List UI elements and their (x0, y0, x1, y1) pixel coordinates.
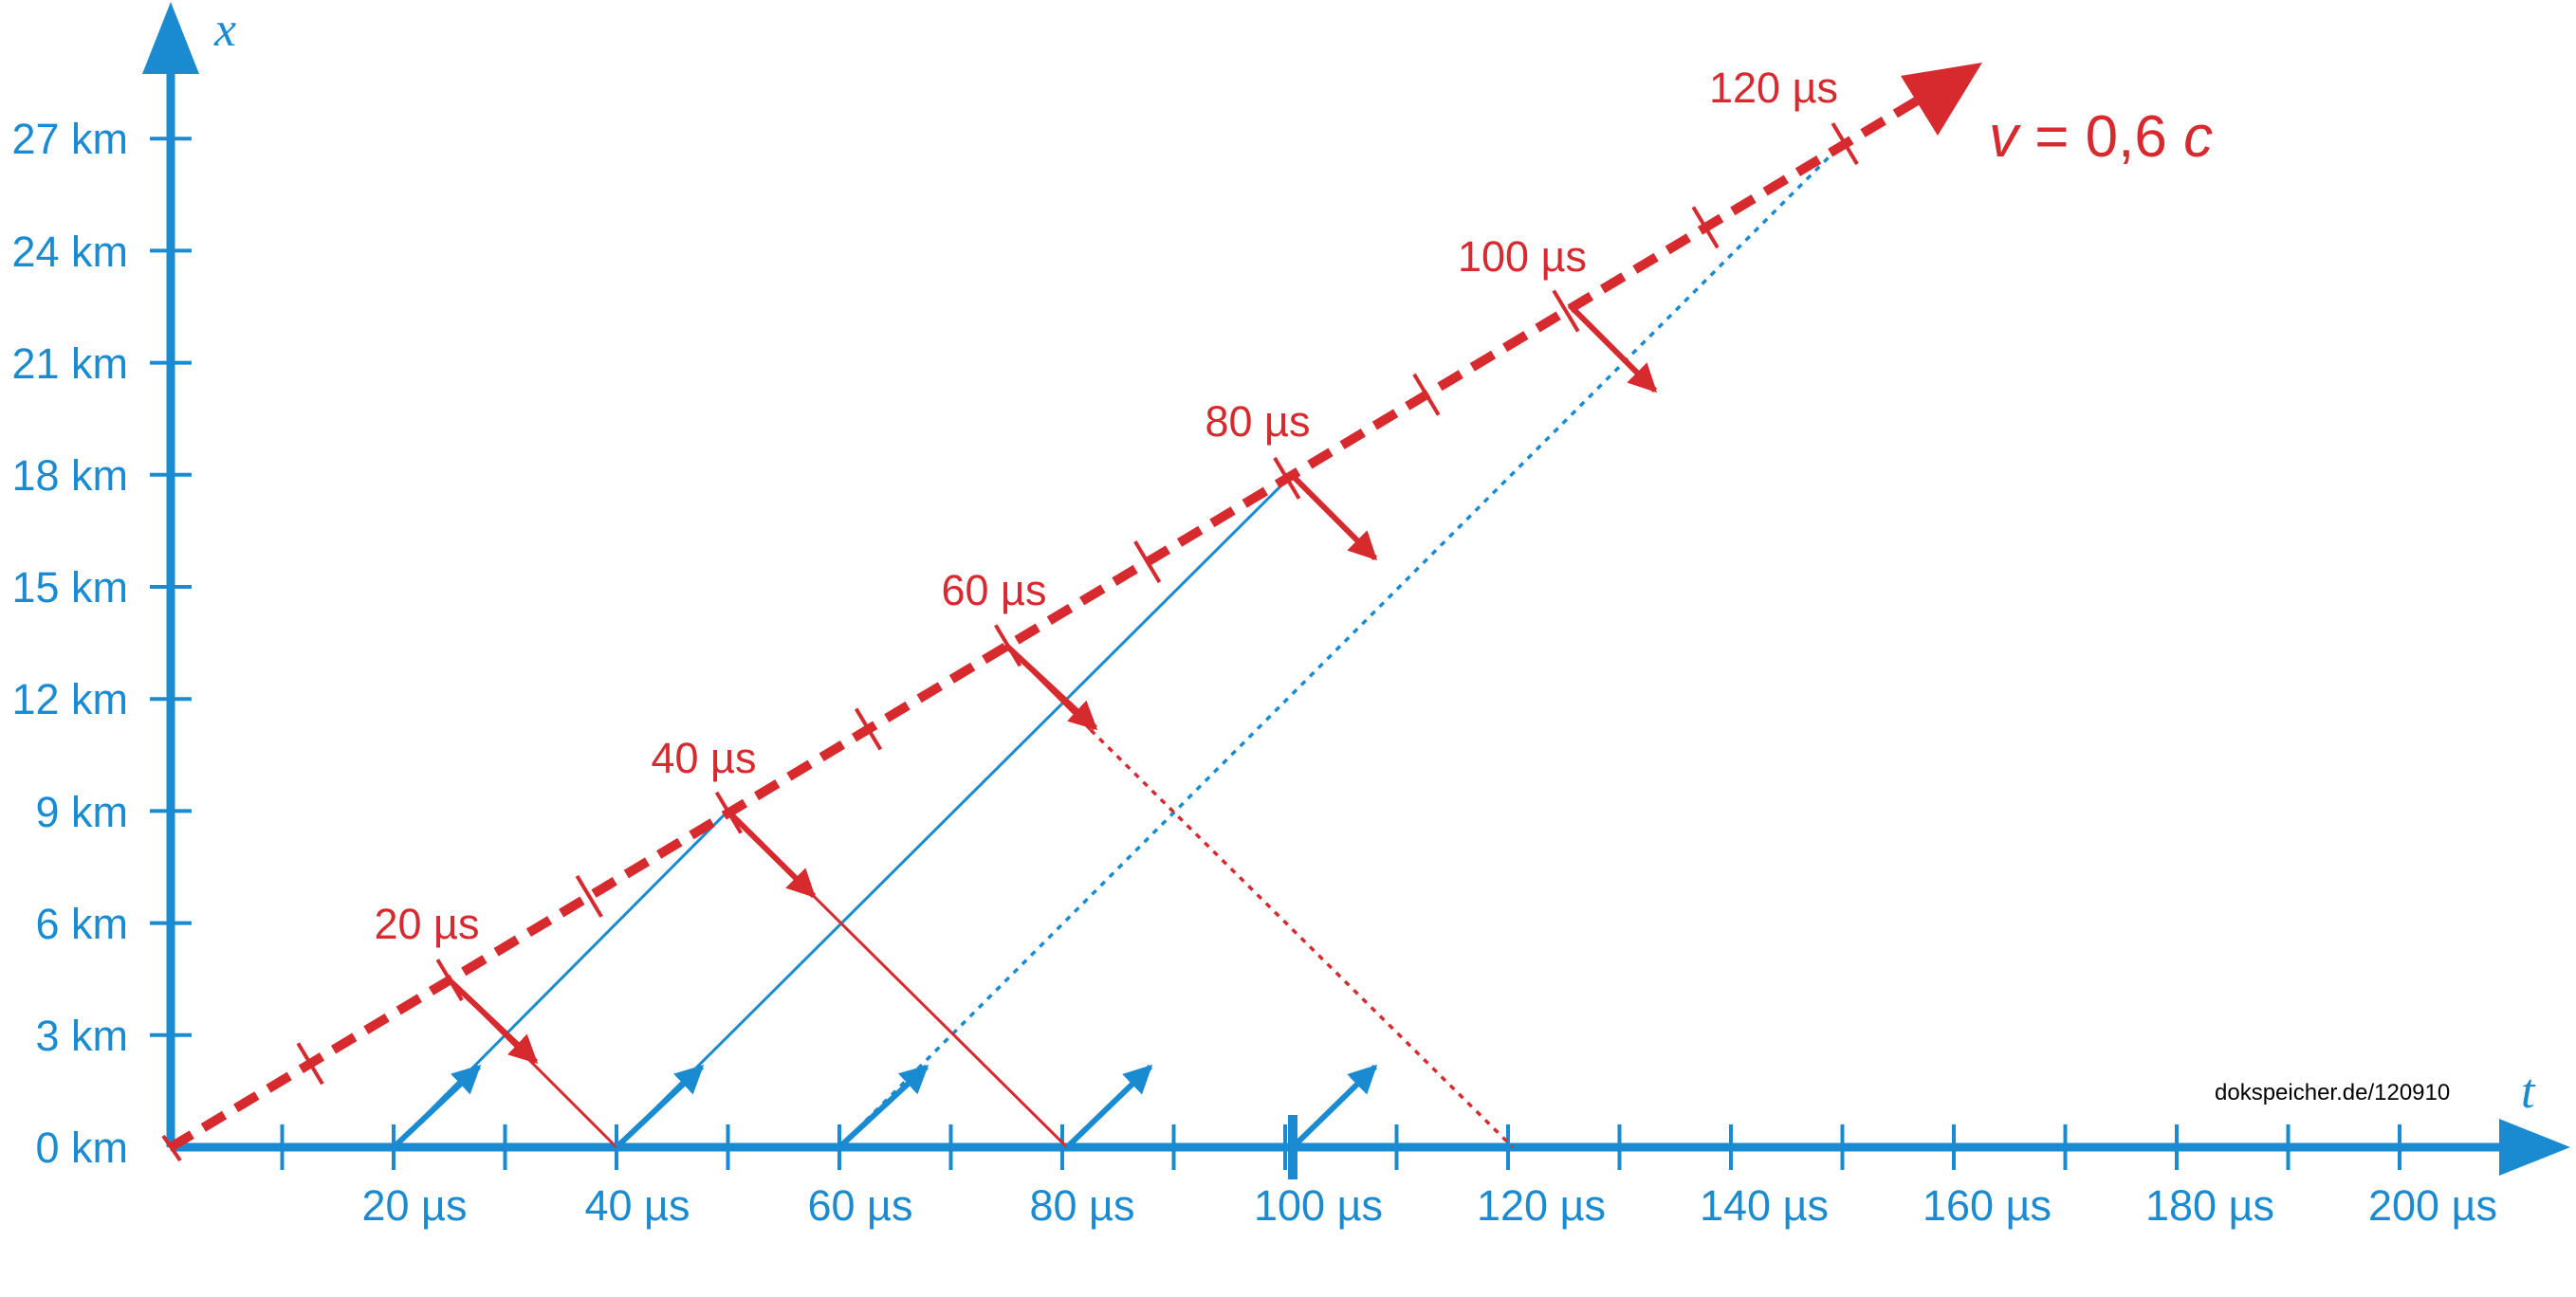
light-signals (392, 135, 1851, 1149)
ship-time-tick (994, 624, 1022, 667)
y-tick-label: 9 km (35, 788, 128, 836)
x-tick-label: 40 µs (585, 1181, 690, 1230)
velocity-variable: v (1989, 104, 2021, 170)
x-tick-label: 120 µs (1477, 1181, 1606, 1230)
axes (142, 2, 2570, 1176)
x-tick-label: 80 µs (1030, 1181, 1135, 1230)
ship-time-tick (1273, 456, 1301, 500)
ship-worldline-line (168, 85, 1938, 1152)
time-axis-labels: 20 µs 40 µs 60 µs 80 µs 100 µs 120 µs 14… (362, 1181, 2498, 1230)
x-tick-label: 140 µs (1700, 1181, 1829, 1230)
time-axis-ticks (280, 1124, 2401, 1170)
ship-signal-arrow (1003, 642, 1098, 731)
ship-signal-arrow (1289, 472, 1378, 561)
y-tick-label: 27 km (11, 115, 128, 163)
ship-time-label: 120 µs (1709, 64, 1838, 112)
ship-time-label: 40 µs (652, 734, 757, 782)
source-credit: dokspeicher.de/120910 (2215, 1080, 2450, 1105)
ship-time-tick (714, 791, 743, 834)
x-tick-label: 200 µs (2368, 1181, 2497, 1230)
ship-time-label: 80 µs (1205, 397, 1311, 446)
y-tick-label: 6 km (35, 900, 128, 948)
speed-of-light-symbol: c (2183, 104, 2213, 170)
emission-arrow (837, 1064, 929, 1150)
velocity-label: v = 0,6 c (1989, 104, 2213, 170)
ship-time-tick (575, 874, 603, 918)
ship-time-tick (435, 959, 464, 1002)
position-axis-ticks (150, 137, 192, 1037)
emission-arrow (1290, 1064, 1378, 1150)
ship-signal-arrow (1567, 302, 1658, 393)
ship-time-label: 60 µs (942, 566, 1047, 614)
ship-time-label: 100 µs (1458, 232, 1587, 281)
ship-time-tick (1133, 540, 1162, 584)
reflected-signals (447, 643, 1515, 1149)
velocity-value: = 0,6 (2018, 104, 2183, 170)
y-tick-label: 0 km (35, 1123, 128, 1172)
position-axis-variable: x (213, 3, 236, 57)
y-tick-label: 21 km (11, 339, 128, 388)
ship-origin-mark (161, 1134, 182, 1162)
light-signal-line-dotted (837, 135, 1851, 1149)
position-axis-labels: 0 km 3 km 6 km 9 km 12 km 15 km 18 km 21… (11, 115, 128, 1172)
ship-time-tick (1831, 122, 1859, 166)
y-tick-label: 3 km (35, 1012, 128, 1060)
y-tick-label: 15 km (11, 563, 128, 612)
y-tick-label: 18 km (11, 451, 128, 500)
y-tick-label: 12 km (11, 675, 128, 723)
ship-time-label: 20 µs (375, 900, 480, 948)
time-axis-variable: t (2521, 1065, 2536, 1119)
ship-signal-arrow (446, 977, 539, 1065)
time-axis-arrowhead (2499, 1119, 2570, 1176)
ship-time-labels: 20 µs 40 µs 60 µs 80 µs 100 µs 120 µs (375, 64, 1839, 948)
emission-arrow (391, 1064, 482, 1150)
emission-arrow (1064, 1064, 1153, 1150)
ship-worldline (161, 63, 1982, 1162)
ship-emission-arrows (446, 302, 1658, 1065)
x-tick-label: 100 µs (1254, 1181, 1383, 1230)
emission-arrows (391, 1064, 1378, 1150)
x-tick-label: 180 µs (2145, 1181, 2274, 1230)
x-tick-label: 20 µs (362, 1181, 468, 1230)
reflected-signal-line-dotted (1089, 728, 1515, 1149)
emission-arrow (614, 1064, 705, 1150)
ship-time-tick (1691, 206, 1720, 249)
ship-time-tick (296, 1042, 324, 1086)
x-tick-label: 60 µs (808, 1181, 913, 1230)
ship-proper-time-ticks (296, 122, 1859, 1086)
ship-time-tick (854, 707, 883, 751)
ship-signal-arrow (727, 811, 817, 899)
ship-time-tick (1412, 373, 1441, 416)
ship-time-tick (1552, 289, 1580, 333)
light-signal-line (615, 473, 1294, 1149)
x-tick-label: 160 µs (1923, 1181, 2052, 1230)
ship-worldline-arrowhead (1901, 63, 1982, 136)
position-axis-arrowhead (142, 2, 199, 74)
y-tick-label: 24 km (11, 228, 128, 276)
